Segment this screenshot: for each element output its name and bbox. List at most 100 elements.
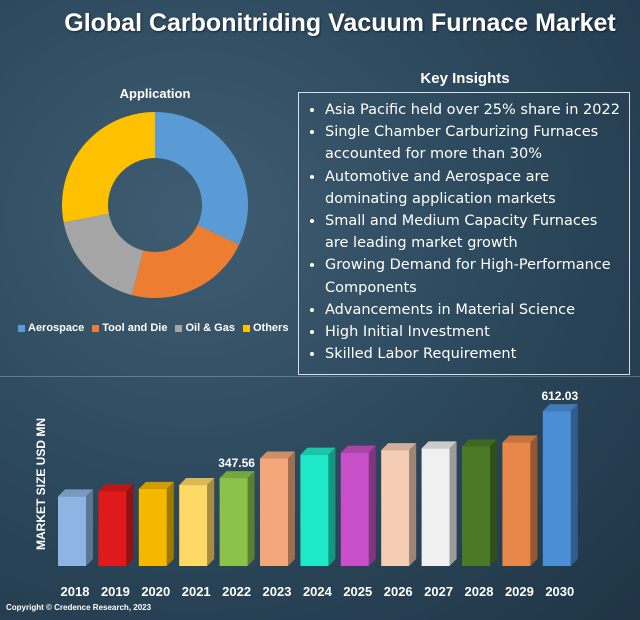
- insights-box: Asia Pacific held over 25% share in 2022…: [298, 92, 630, 375]
- bar-front: [300, 454, 329, 566]
- donut-slice-aerospace: [155, 112, 248, 245]
- bar-side: [247, 471, 255, 566]
- bar-side: [449, 441, 457, 566]
- bar-2018: [58, 489, 93, 566]
- bar-front: [219, 478, 248, 566]
- insight-item: Growing Demand for High-Performance Comp…: [325, 254, 623, 298]
- legend-swatch: [175, 324, 183, 332]
- bar-top: [98, 484, 134, 492]
- bar-front: [138, 488, 167, 566]
- legend-label: Oil & Gas: [185, 322, 235, 334]
- x-tick-label: 2028: [465, 584, 494, 599]
- bar-front: [98, 491, 127, 566]
- bar-front: [542, 411, 571, 566]
- bar-2022: [219, 471, 255, 566]
- bar-top: [421, 441, 457, 449]
- bar-top: [300, 447, 336, 455]
- bar-2030: [542, 404, 578, 566]
- bar-side: [368, 445, 376, 566]
- x-tick-label: 2030: [545, 584, 574, 599]
- bar-side: [288, 451, 295, 566]
- bar-2021: [179, 478, 215, 566]
- x-tick-label: 2023: [263, 584, 292, 599]
- bar-2019: [98, 484, 134, 566]
- bar-top: [179, 478, 215, 486]
- bar-2020: [138, 481, 174, 566]
- legend-label: Tool and Die: [102, 322, 168, 334]
- donut-slice-tool-and-die: [131, 225, 240, 299]
- bar-front: [340, 452, 369, 566]
- bar-2029: [502, 435, 538, 566]
- bar-front: [381, 450, 410, 566]
- insight-item: Single Chamber Carburizing Furnaces acco…: [325, 121, 623, 165]
- donut-slice-others: [61, 112, 155, 223]
- legend-swatch: [92, 324, 100, 332]
- insights-heading: Key Insights: [420, 70, 510, 87]
- insight-item: Small and Medium Capacity Furnaces are l…: [325, 210, 623, 254]
- insight-item: Automotive and Aerospace are dominating …: [325, 166, 623, 210]
- bar-front: [502, 442, 531, 566]
- chart-title: Global Carbonitriding Vacuum Furnace Mar…: [64, 9, 616, 37]
- donut-title: Application: [119, 86, 191, 101]
- bar-top: [260, 451, 295, 459]
- legend-label: Others: [252, 322, 289, 334]
- bar-2024: [300, 447, 336, 566]
- bar-side: [207, 478, 215, 566]
- data-label-2022: 347.56: [218, 456, 255, 470]
- insight-item: Advancements in Material Science: [325, 299, 623, 321]
- bar-side: [530, 435, 538, 566]
- bar-side: [328, 447, 336, 566]
- bar-top: [462, 439, 497, 447]
- bar-side: [490, 439, 497, 566]
- bar-side: [409, 443, 417, 566]
- bar-top: [502, 435, 538, 443]
- x-tick-label: 2025: [343, 584, 372, 599]
- bar-top: [58, 489, 93, 497]
- x-tick-label: 2026: [384, 584, 413, 599]
- bar-2027: [421, 441, 457, 566]
- bar-side: [126, 484, 134, 566]
- data-label-2030: 612.03: [541, 389, 578, 403]
- bar-top: [542, 404, 578, 412]
- x-tick-label: 2021: [182, 584, 211, 599]
- section-divider: [0, 376, 640, 377]
- bar-side: [570, 404, 578, 566]
- legend-swatch: [18, 324, 25, 332]
- x-tick-label: 2024: [303, 584, 333, 599]
- x-tick-label: 2018: [61, 584, 90, 599]
- bar-top: [340, 445, 376, 453]
- bar-side: [86, 489, 93, 566]
- x-tick-label: 2029: [505, 584, 534, 599]
- legend-item-oil-and-gas: Oil & Gas: [175, 322, 235, 334]
- bar-2023: [260, 451, 295, 566]
- legend-swatch: [242, 324, 250, 332]
- legend-item-others: Others: [242, 322, 289, 334]
- application-donut-chart: [61, 112, 248, 299]
- x-tick-label: 2019: [101, 584, 130, 599]
- bar-top: [219, 471, 255, 479]
- legend-item-aerospace: Aerospace: [18, 322, 84, 334]
- bar-front: [260, 458, 288, 566]
- insight-item: High Initial Investment: [325, 321, 623, 343]
- insight-item: Asia Pacific held over 25% share in 2022: [325, 99, 623, 121]
- bar-2028: [462, 439, 497, 566]
- bar-front: [462, 446, 490, 566]
- copyright-text: Copyright © Credence Research, 2023: [6, 603, 152, 612]
- bar-top: [381, 443, 417, 451]
- insights-list: Asia Pacific held over 25% share in 2022…: [305, 99, 623, 365]
- x-tick-label: 2027: [424, 584, 453, 599]
- x-tick-label: 2022: [222, 584, 251, 599]
- donut-legend: Aerospace Tool and Die Oil & Gas Others: [18, 322, 288, 334]
- bar-2025: [340, 445, 376, 566]
- bar-2026: [381, 443, 417, 566]
- insight-item: Skilled Labor Requirement: [325, 343, 623, 365]
- bar-side: [166, 481, 174, 566]
- legend-item-tool-and-die: Tool and Die: [92, 322, 167, 334]
- bar-front: [421, 448, 450, 566]
- y-axis-label: MARKET SIZE USD MN: [34, 418, 48, 550]
- bar-front: [58, 496, 86, 566]
- legend-label: Aerospace: [28, 322, 85, 334]
- donut-slice-oil-and-gas: [63, 213, 144, 296]
- bar-top: [138, 481, 174, 489]
